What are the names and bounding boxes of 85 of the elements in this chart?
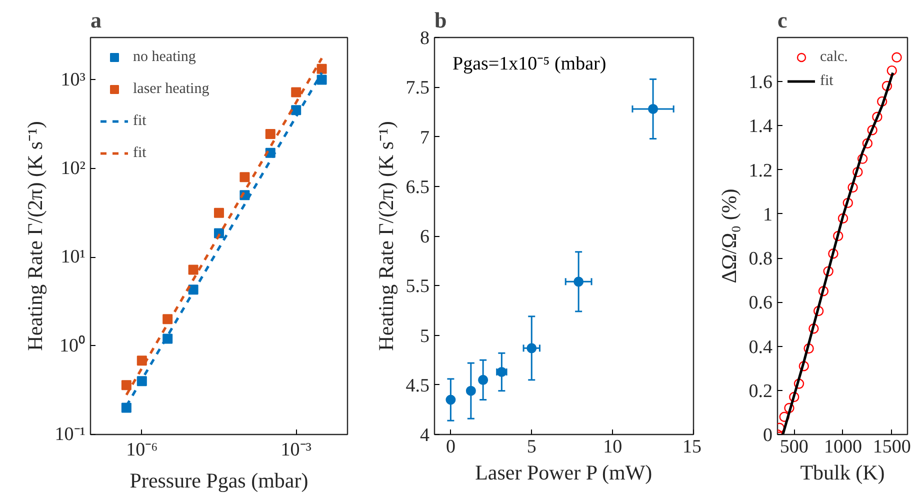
point (798, 361, 809, 372)
point (779, 412, 790, 422)
point (188, 264, 198, 275)
legend-label: fit (133, 144, 148, 162)
legend-label: fit (133, 112, 148, 130)
y-tick-label: 6.5 (406, 176, 430, 198)
y-tick-label: 4 (420, 425, 430, 446)
point (848, 182, 858, 193)
y-axis-title: Heating Rate Γ/(2π) (K s⁻¹) (374, 121, 398, 351)
y-tick-label: 1 (763, 204, 772, 226)
chart-title: a (90, 8, 102, 32)
point (240, 172, 250, 182)
y-tick-label: 1.6 (748, 72, 772, 94)
y-tick-label: 1.2 (748, 160, 772, 182)
point (882, 80, 892, 92)
y-tick-label: 5.5 (406, 276, 430, 298)
point (818, 286, 829, 296)
point (867, 125, 878, 136)
point (214, 208, 224, 218)
y-tick-label: 6 (420, 226, 430, 248)
y-axis-title: Heating Rate Γ/(2π) (K s⁻¹) (22, 121, 47, 351)
x-axis-title: Pressure Pgas (mbar) (130, 468, 308, 492)
y-tick-label: 0.2 (748, 380, 772, 402)
line-series (782, 72, 894, 434)
point (862, 138, 873, 148)
x-tick-label: 10 (603, 436, 622, 458)
y-tick-label: 0.4 (748, 336, 773, 358)
point (784, 402, 794, 414)
y-tick-label: 10⁻¹ (54, 424, 86, 445)
y-tick-label: 10⁰ (60, 334, 86, 356)
legend-label: laser heating (133, 80, 210, 98)
x-tick-label: 10⁻³ (280, 440, 312, 460)
y-tick-label: 5 (420, 326, 430, 347)
chart-title: b (434, 8, 447, 32)
y-tick-label: 1.4 (748, 116, 773, 138)
point (857, 154, 868, 164)
point (526, 343, 537, 354)
point (808, 324, 819, 334)
x-tick-label: 500 (780, 436, 808, 458)
y-tick-label: 10³ (60, 69, 86, 90)
point (316, 74, 327, 85)
legend-label: no heating (133, 48, 196, 66)
point (446, 394, 456, 405)
x-tick-label: 15 (682, 436, 702, 458)
annotation: Pgas=1x10⁻⁵ (mbar) (452, 54, 606, 74)
point (265, 128, 276, 139)
point (804, 343, 814, 354)
point (478, 374, 488, 385)
y-tick-label: 0.6 (748, 292, 772, 314)
point (316, 64, 327, 74)
y-tick-label: 10¹ (60, 246, 86, 268)
x-tick-label: 1000 (824, 436, 862, 458)
legend-label: calc. (820, 48, 848, 66)
point (813, 306, 824, 316)
point (466, 386, 476, 396)
point (842, 198, 853, 208)
y-tick-label: 4.5 (406, 375, 430, 396)
x-tick-label: 5 (526, 436, 536, 458)
point (852, 166, 863, 178)
point (648, 104, 658, 114)
point (872, 112, 882, 122)
point (794, 378, 804, 389)
legend-label: fit (820, 72, 834, 90)
y-tick-label: 7.5 (406, 78, 430, 99)
y-axis-title: ΔΩ/Ω₀ (%) (716, 188, 741, 284)
x-tick-label: 0 (446, 436, 456, 458)
point (828, 248, 838, 259)
y-tick-label: 7 (420, 127, 430, 148)
point (892, 52, 902, 62)
point (876, 96, 888, 107)
x-tick-label: 1500 (872, 436, 911, 458)
point (789, 392, 800, 402)
y-tick-label: 10² (60, 158, 86, 179)
y-tick-label: 0.8 (748, 248, 772, 270)
point (291, 87, 302, 98)
x-axis-title: Tbulk (K) (800, 460, 885, 484)
point (886, 65, 897, 76)
point (823, 266, 834, 276)
point (833, 230, 844, 242)
x-tick-label: 10⁻⁶ (126, 440, 158, 460)
x-axis-title: Laser Power P (mW) (475, 460, 652, 484)
point (574, 276, 584, 287)
y-tick-label: 8 (420, 28, 430, 49)
point (838, 213, 848, 224)
chart-title: c (778, 8, 788, 32)
